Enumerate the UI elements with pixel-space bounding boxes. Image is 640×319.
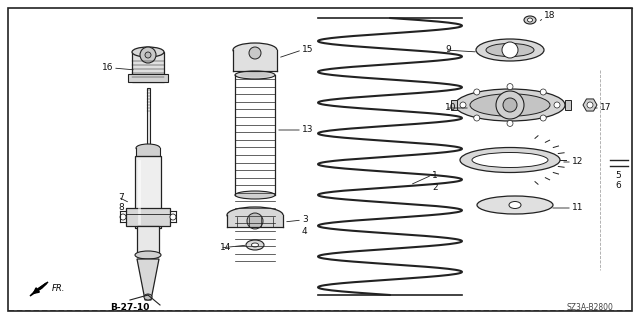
Text: 16: 16 — [102, 63, 113, 72]
Bar — [451, 100, 457, 110]
Circle shape — [540, 115, 546, 121]
Text: 1: 1 — [432, 170, 438, 180]
Ellipse shape — [132, 47, 164, 57]
Ellipse shape — [246, 240, 264, 250]
Circle shape — [554, 102, 560, 108]
Bar — [126, 208, 170, 226]
Bar — [132, 52, 164, 82]
Polygon shape — [137, 259, 159, 300]
Ellipse shape — [455, 89, 565, 121]
Circle shape — [587, 102, 593, 108]
Text: 6: 6 — [615, 181, 621, 189]
Ellipse shape — [460, 147, 560, 173]
Ellipse shape — [486, 43, 534, 56]
Text: 14: 14 — [220, 243, 232, 253]
Ellipse shape — [144, 294, 152, 300]
Bar — [128, 74, 168, 82]
Ellipse shape — [227, 207, 283, 223]
Circle shape — [540, 89, 546, 95]
Text: SZ3A-B2800: SZ3A-B2800 — [566, 303, 613, 313]
Circle shape — [249, 47, 261, 59]
Polygon shape — [30, 282, 48, 296]
Text: B-27-10: B-27-10 — [110, 302, 150, 311]
Bar — [147, 88, 150, 148]
Circle shape — [145, 52, 151, 58]
Circle shape — [170, 214, 176, 220]
Circle shape — [120, 214, 126, 220]
Bar — [137, 226, 159, 255]
Text: 13: 13 — [302, 125, 314, 135]
Bar — [135, 156, 161, 228]
Bar — [565, 100, 571, 110]
Ellipse shape — [235, 71, 275, 79]
Circle shape — [507, 120, 513, 126]
Bar — [233, 50, 277, 71]
Ellipse shape — [472, 152, 548, 167]
Circle shape — [474, 115, 480, 121]
Text: 12: 12 — [572, 158, 584, 167]
Bar — [136, 148, 160, 156]
Ellipse shape — [527, 18, 532, 22]
Text: 8: 8 — [118, 204, 124, 212]
Ellipse shape — [136, 144, 160, 152]
Bar — [227, 215, 283, 227]
Circle shape — [503, 98, 517, 112]
Circle shape — [507, 84, 513, 90]
Text: 18: 18 — [544, 11, 556, 20]
Circle shape — [140, 47, 156, 63]
Ellipse shape — [509, 202, 521, 209]
Ellipse shape — [233, 43, 277, 57]
Circle shape — [474, 89, 480, 95]
Circle shape — [502, 42, 518, 58]
Ellipse shape — [524, 16, 536, 24]
Text: FR.: FR. — [52, 284, 65, 293]
Text: 7: 7 — [118, 192, 124, 202]
Text: 4: 4 — [302, 227, 308, 236]
Ellipse shape — [470, 94, 550, 116]
Text: 10: 10 — [445, 103, 456, 113]
Ellipse shape — [135, 251, 161, 259]
Circle shape — [496, 91, 524, 119]
Text: 2: 2 — [432, 182, 438, 191]
Ellipse shape — [476, 39, 544, 61]
Text: 9: 9 — [445, 46, 451, 55]
Text: 11: 11 — [572, 204, 584, 212]
Ellipse shape — [235, 191, 275, 199]
Circle shape — [460, 102, 466, 108]
Text: 17: 17 — [600, 103, 611, 113]
Ellipse shape — [477, 196, 553, 214]
Text: 5: 5 — [615, 170, 621, 180]
Text: 3: 3 — [302, 216, 308, 225]
Text: 15: 15 — [302, 46, 314, 55]
Circle shape — [247, 213, 263, 229]
Ellipse shape — [240, 72, 270, 78]
Ellipse shape — [252, 243, 259, 247]
